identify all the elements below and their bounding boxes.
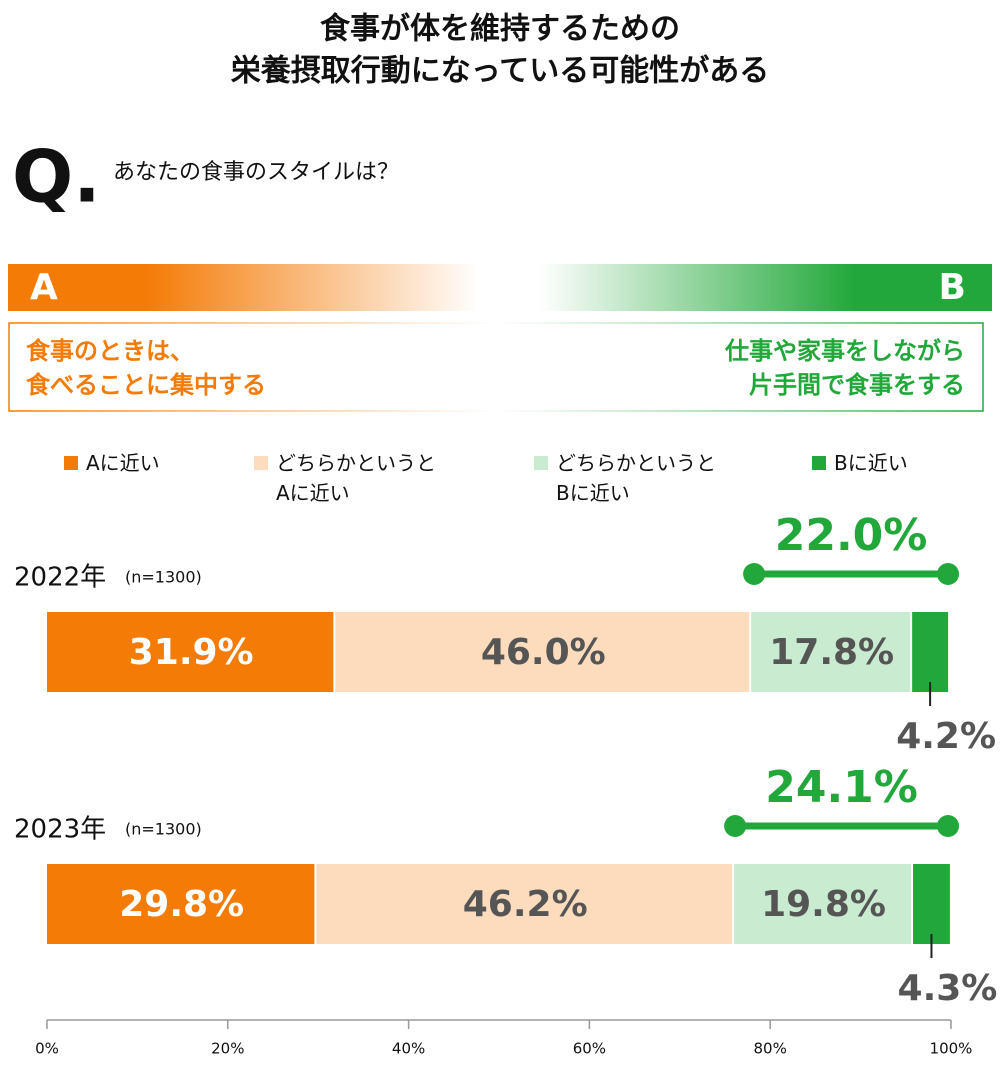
title-line: 栄養摂取行動になっている可能性がある: [231, 54, 770, 89]
value-label: 17.8%: [769, 632, 894, 673]
question: あなたの食事のスタイルは？: [113, 160, 399, 185]
legend-swatch: [534, 456, 548, 470]
bracket-end: [937, 563, 959, 585]
description-right: 片手間で食事をする: [749, 371, 965, 399]
legend-swatch: [254, 456, 268, 470]
value-label: 4.3%: [898, 968, 998, 1009]
bar-segment: [335, 612, 750, 692]
sample-size: (n=1300): [125, 568, 202, 587]
bar-segment: [47, 612, 334, 692]
bracket-end: [937, 815, 959, 837]
scale-right: B: [939, 267, 966, 308]
value-label: 31.9%: [129, 632, 254, 673]
legend-item: どちらかというとBに近い: [534, 448, 724, 508]
legend-label: どちらかというとBに近い: [556, 451, 716, 505]
bar-segment: [913, 864, 950, 944]
legend-label: Aに近い: [86, 451, 160, 475]
value-label: 46.2%: [463, 884, 588, 925]
total-label: 22.0%: [775, 510, 928, 561]
bar-segment: [316, 864, 733, 944]
description-box: [8, 322, 984, 412]
category-label: 2023年: [14, 815, 106, 845]
total-label: 24.1%: [765, 762, 918, 813]
legend-label: どちらかというとAに近い: [276, 451, 436, 505]
sample-size: (n=1300): [125, 820, 202, 839]
value-label: 46.0%: [481, 632, 606, 673]
description-left: 食事のときは、: [26, 337, 194, 365]
x-tick-label: 0%: [35, 1040, 59, 1058]
legend-swatch: [64, 456, 78, 470]
bracket-end: [743, 563, 766, 585]
x-tick-label: 60%: [573, 1040, 606, 1058]
legend-label: Bに近い: [834, 451, 908, 475]
bracket-end: [724, 815, 747, 837]
scale-left: A: [30, 267, 58, 308]
bar-segment: [734, 864, 912, 944]
category-label: 2022年: [14, 563, 106, 593]
value-label: 19.8%: [761, 884, 886, 925]
x-tick-label: 40%: [392, 1040, 425, 1058]
x-tick-label: 20%: [211, 1040, 244, 1058]
legend-swatch: [812, 456, 826, 470]
title-line: 食事が体を維持するための: [320, 12, 680, 47]
value-label: 4.2%: [896, 716, 996, 757]
x-tick-label: 80%: [754, 1040, 787, 1058]
x-tick-label: 100%: [930, 1040, 973, 1058]
bar-segment: [912, 612, 949, 692]
description-left: 食べることに集中する: [26, 371, 266, 399]
bar-segment: [751, 612, 911, 692]
legend-item: どちらかというとAに近い: [254, 448, 444, 508]
scale-bar: [8, 264, 992, 311]
legend-item: Bに近い: [812, 448, 1000, 478]
question-mark: Q.: [12, 135, 101, 219]
value-label: 29.8%: [119, 884, 244, 925]
legend-item: Aに近い: [64, 448, 254, 478]
bar-segment: [47, 864, 315, 944]
description-right: 仕事や家事をしながら: [724, 337, 965, 365]
